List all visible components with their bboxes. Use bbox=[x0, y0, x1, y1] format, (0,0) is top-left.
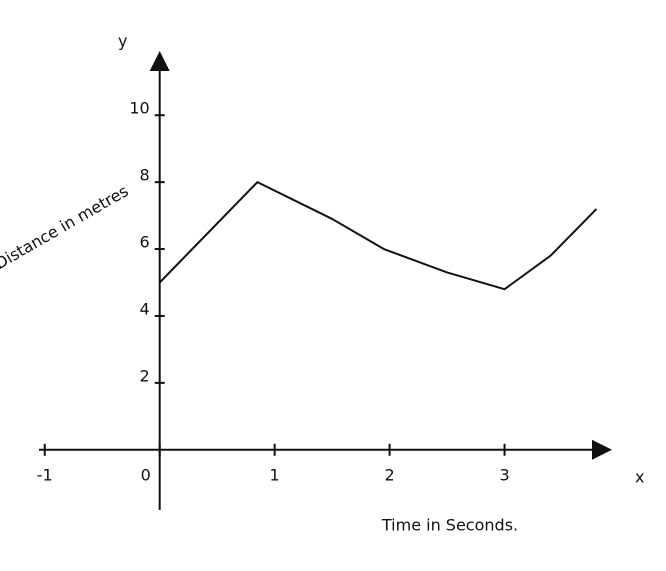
x-axis-label: Time in Seconds. bbox=[381, 516, 518, 535]
y-tick-label: 2 bbox=[140, 366, 150, 385]
x-tick-label: 0 bbox=[141, 465, 151, 484]
x-tick-label: 3 bbox=[499, 465, 509, 484]
y-tick-label: 10 bbox=[129, 99, 149, 118]
x-tick-label: -1 bbox=[37, 465, 53, 484]
y-axis-name: y bbox=[118, 32, 127, 51]
y-tick-label: 4 bbox=[140, 299, 150, 318]
x-tick-label: 2 bbox=[385, 465, 395, 484]
y-tick-label: 8 bbox=[140, 166, 150, 185]
y-tick-label: 6 bbox=[140, 233, 150, 252]
x-axis-name: x bbox=[635, 468, 644, 487]
y-axis-label: Distance in metres bbox=[0, 181, 132, 273]
data-line bbox=[158, 181, 598, 291]
x-tick-label: 1 bbox=[270, 465, 280, 484]
